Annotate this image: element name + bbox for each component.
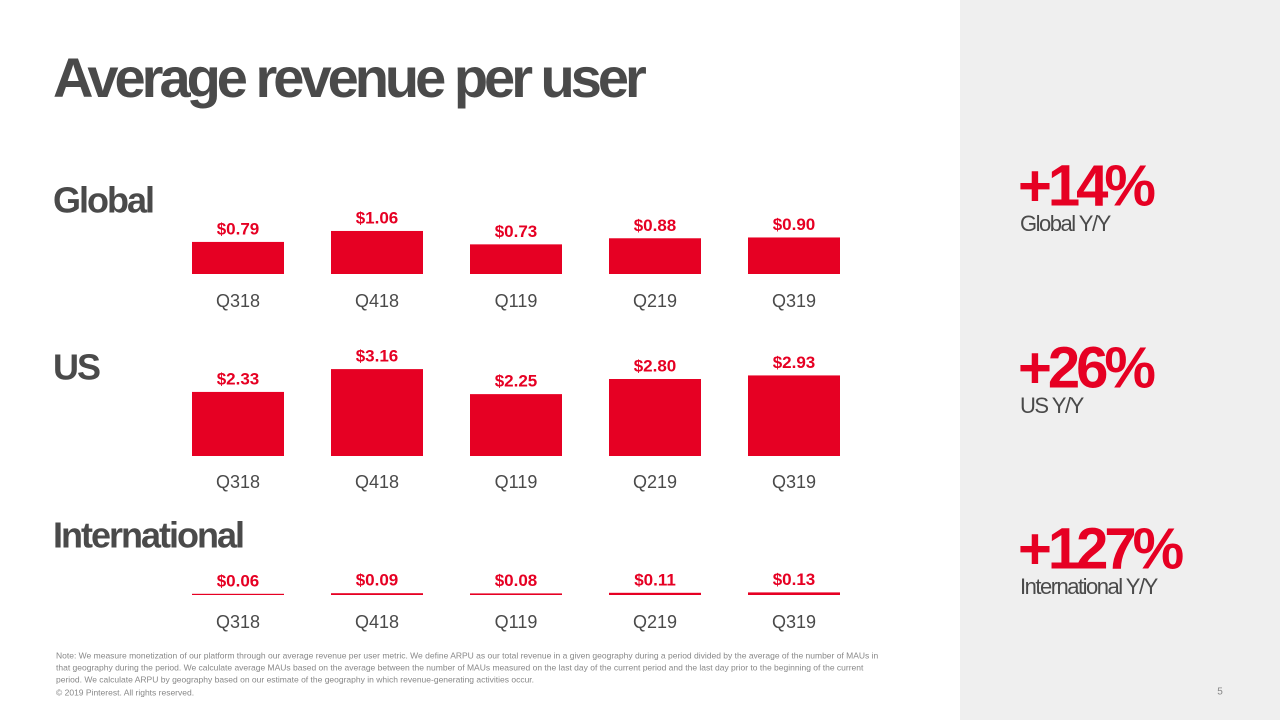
x-tick-label: Q418 (355, 291, 399, 311)
value-label: $0.09 (356, 571, 399, 590)
x-tick-label: Q219 (633, 612, 677, 632)
bar (470, 593, 562, 595)
value-label: $0.88 (634, 216, 677, 235)
bar (609, 238, 701, 274)
slide-title: Average revenue per user (53, 46, 646, 109)
stat-label: US Y/Y (1020, 393, 1085, 418)
x-tick-label: Q318 (216, 612, 260, 632)
bar (331, 369, 423, 456)
value-label: $0.06 (217, 571, 260, 590)
value-label: $2.25 (495, 372, 538, 391)
value-label: $2.80 (634, 356, 677, 375)
value-label: $1.06 (356, 208, 399, 227)
x-tick-label: Q318 (216, 291, 260, 311)
value-label: $0.90 (773, 215, 816, 234)
background (0, 0, 960, 720)
x-tick-label: Q119 (495, 291, 538, 311)
value-label: $0.13 (773, 570, 816, 589)
bar (192, 241, 284, 274)
x-tick-label: Q318 (216, 472, 260, 492)
x-tick-label: Q319 (772, 291, 816, 311)
x-tick-label: Q119 (495, 612, 538, 632)
bar (331, 593, 423, 595)
x-tick-label: Q119 (495, 472, 538, 492)
bar (609, 379, 701, 456)
stat-value: +127% (1018, 516, 1184, 581)
bar (331, 230, 423, 274)
bar (470, 394, 562, 456)
value-label: $0.11 (634, 570, 676, 589)
note-line: period. We calculate ARPU by geography b… (56, 674, 534, 684)
x-tick-label: Q319 (772, 472, 816, 492)
stat-label: International Y/Y (1020, 574, 1159, 599)
value-label: $0.73 (495, 222, 538, 241)
bar (748, 375, 840, 456)
stat-label: Global Y/Y (1020, 211, 1112, 236)
chart-title: Global (53, 180, 153, 221)
x-tick-label: Q418 (355, 472, 399, 492)
bar (609, 592, 701, 595)
value-label: $3.16 (356, 347, 399, 366)
stat-value: +14% (1018, 153, 1155, 218)
side-panel (960, 0, 1280, 720)
x-tick-label: Q319 (772, 612, 816, 632)
bar (748, 592, 840, 595)
x-tick-label: Q219 (633, 472, 677, 492)
x-tick-label: Q219 (633, 291, 677, 311)
chart-title: International (53, 515, 243, 556)
x-tick-label: Q418 (355, 612, 399, 632)
note-line: that geography during the period. We cal… (56, 662, 864, 672)
value-label: $0.08 (495, 571, 538, 590)
stat-value: +26% (1018, 335, 1155, 400)
value-label: $2.93 (773, 353, 816, 372)
page-number: 5 (1217, 687, 1223, 698)
bar (748, 237, 840, 274)
note-line: Note: We measure monetization of our pla… (56, 650, 879, 660)
copyright: © 2019 Pinterest. All rights reserved. (56, 687, 194, 697)
value-label: $0.79 (217, 219, 260, 238)
chart-title: US (53, 347, 100, 388)
value-label: $2.33 (217, 369, 260, 388)
bar (192, 593, 284, 595)
bar (192, 391, 284, 456)
bar (470, 244, 562, 274)
